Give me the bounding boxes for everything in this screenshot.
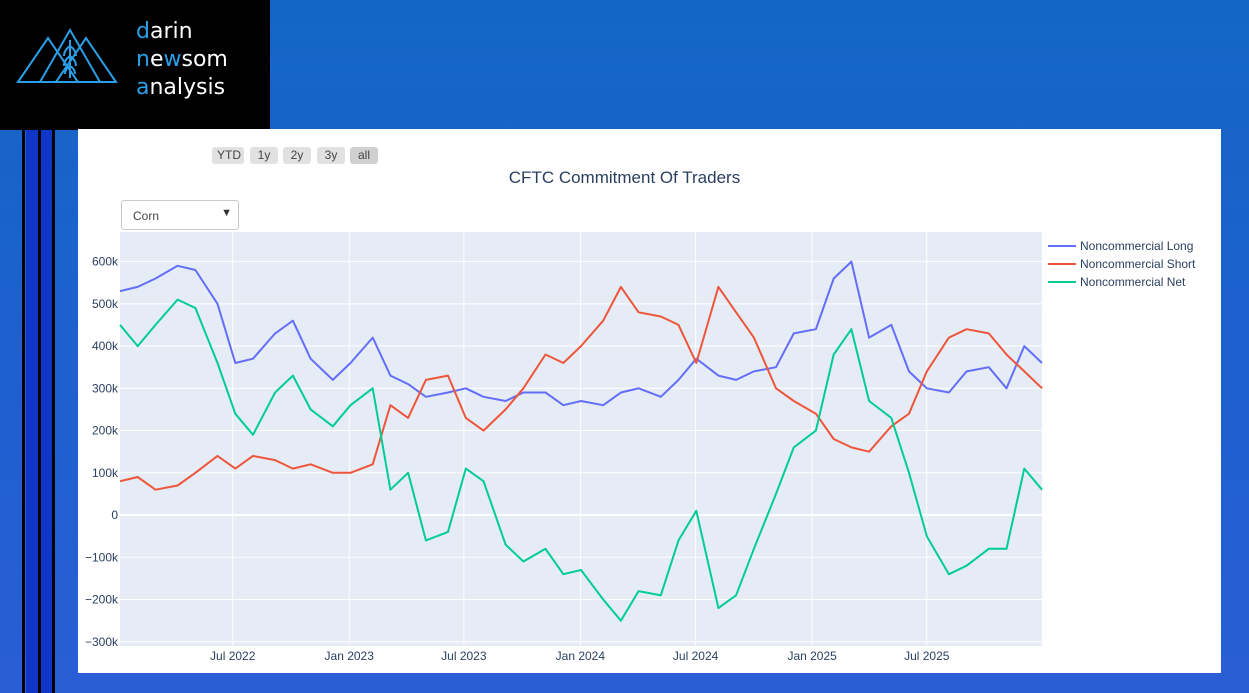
mountain-wheat-icon [16,27,118,83]
legend-label: Noncommercial Net [1080,275,1186,289]
y-tick-label: 500k [92,297,119,311]
range-1y-button[interactable]: 1y [250,147,278,164]
range-2y-button[interactable]: 2y [283,147,311,164]
legend-label: Noncommercial Long [1080,239,1193,253]
series-line-noncommercial-short [119,285,1043,491]
chart-title: CFTC Commitment Of Traders [508,168,741,187]
decor-stripe [41,130,52,693]
series-line-noncommercial-net [119,298,1043,622]
x-tick-label: Jul 2022 [210,649,256,663]
x-tick-label: Jan 2024 [556,649,606,663]
brand-name: darin newsom analysis [136,19,228,100]
y-tick-label: −100k [85,550,119,564]
y-tick-label: −200k [85,593,119,607]
series-line-noncommercial-long [119,260,1043,407]
y-tick-label: 200k [92,424,119,438]
decor-stripe [52,130,55,693]
range-3y-button[interactable]: 3y [317,147,345,164]
y-tick-label: 600k [92,255,119,269]
dropdown-value: Corn [133,209,160,223]
y-tick-label: 0 [111,508,118,522]
x-tick-label: Jul 2023 [441,649,487,663]
decor-stripe [22,130,25,693]
legend-label: Noncommercial Short [1080,257,1196,271]
brand-logo: darin newsom analysis [0,0,270,130]
y-tick-label: 400k [92,339,119,353]
plot-area [120,232,1042,646]
commodity-dropdown[interactable]: Corn ▼ [121,200,239,230]
decor-stripe [26,130,38,693]
x-tick-label: Jul 2025 [904,649,950,663]
x-tick-label: Jan 2023 [325,649,375,663]
range-all-button[interactable]: all [350,147,378,164]
x-tick-label: Jan 2025 [787,649,837,663]
caret-down-icon: ▼ [221,207,232,219]
y-tick-label: 300k [92,381,119,395]
y-tick-label: 100k [92,466,119,480]
range-ytd-button[interactable]: YTD [212,147,244,164]
decor-stripe [38,130,41,693]
y-tick-label: −300k [85,635,119,649]
x-tick-label: Jul 2024 [673,649,719,663]
